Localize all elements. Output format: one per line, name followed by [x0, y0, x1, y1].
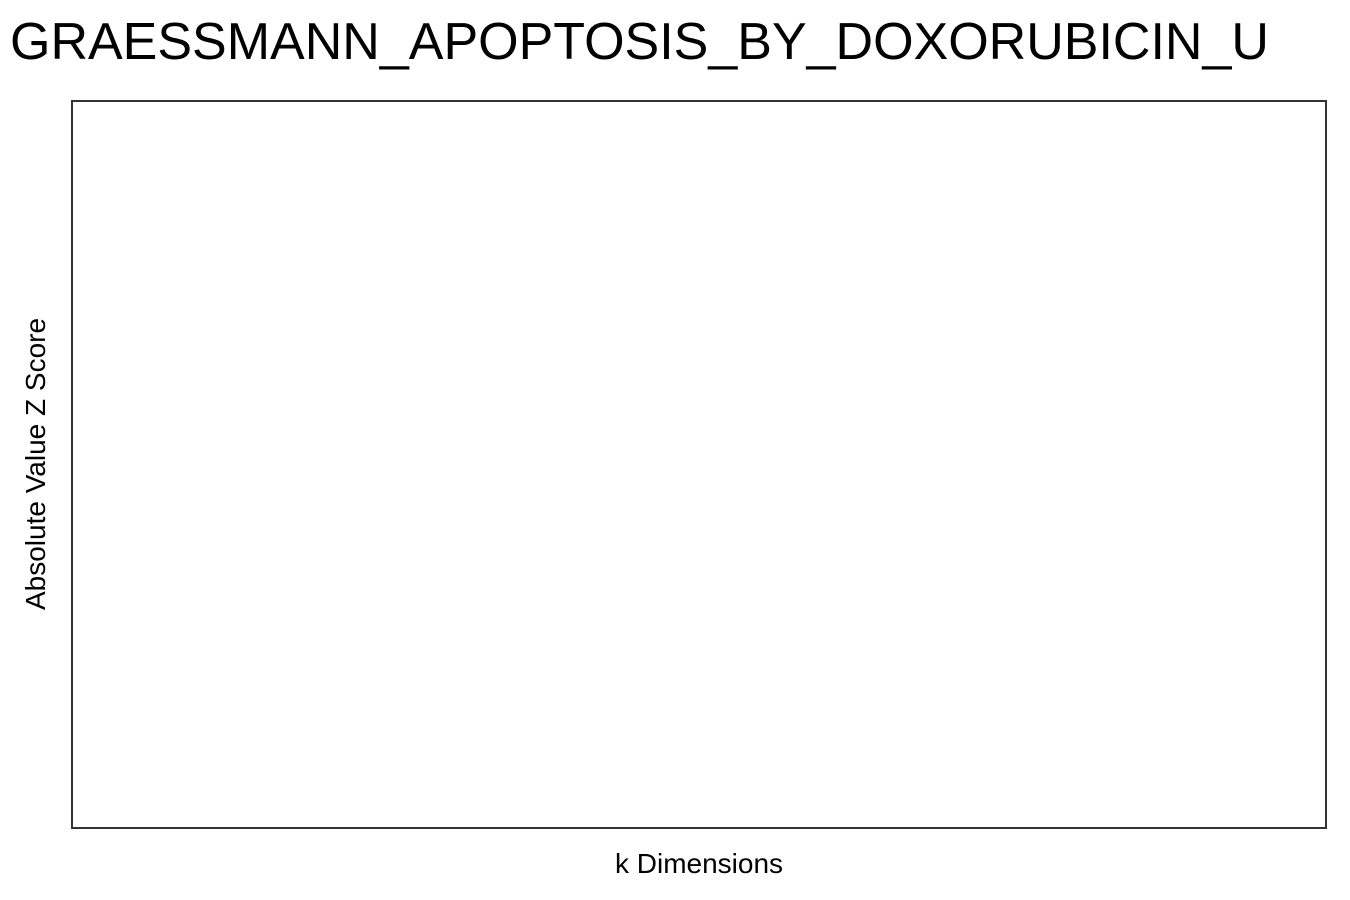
y-axis-label: Absolute Value Z Score [20, 317, 51, 611]
x-axis-label: k Dimensions [614, 848, 784, 879]
chart-title: GRAESSMANN_APOPTOSIS_BY_DOXORUBICIN_U [10, 13, 1269, 71]
plot-area [71, 100, 1327, 829]
